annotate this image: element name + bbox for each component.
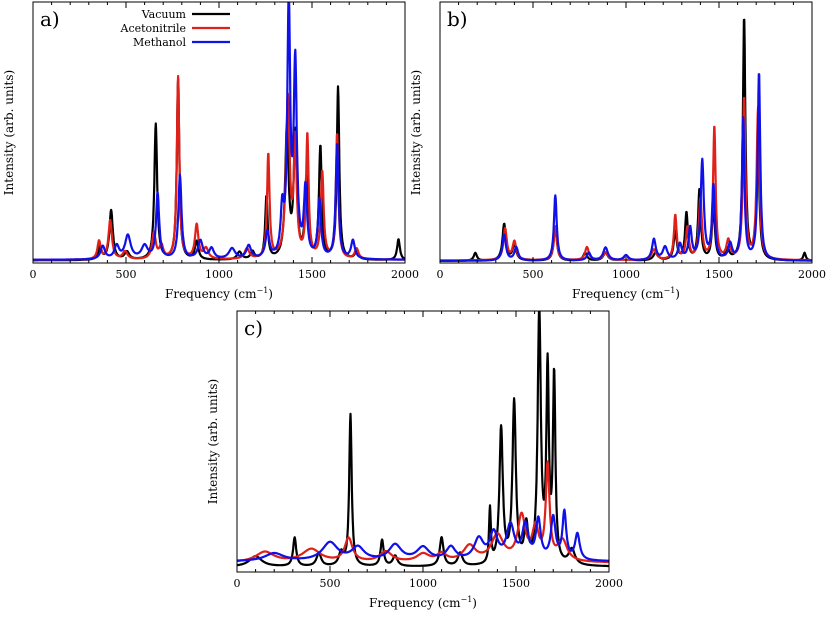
series-line-methanol	[33, 2, 405, 261]
panel-c: 0 500 1000 1500 2000 Frequency (cm−1) Intensit…	[206, 310, 623, 610]
series-line-vacuum	[33, 78, 405, 262]
x-axis-label: Frequency (cm−1)	[369, 595, 477, 610]
legend-label-acetonitrile: Acetonitrile	[120, 22, 186, 35]
series-lines	[237, 311, 609, 568]
x-tick-label: 2000	[798, 268, 826, 281]
panel-label: a)	[40, 7, 60, 31]
y-axis-label: Intensity (arb. units)	[206, 379, 220, 504]
x-tick-label: 0	[30, 268, 37, 281]
x-axis-label: Frequency (cm−1)	[572, 286, 680, 301]
series-line-methanol	[237, 508, 609, 562]
y-axis-label: Intensity (arb. units)	[2, 70, 16, 195]
x-tick-label: 2000	[391, 268, 419, 281]
x-tick-label: 2000	[595, 577, 623, 590]
x-tick-label: 1500	[298, 268, 326, 281]
x-tick-label: 0	[234, 577, 241, 590]
series-lines	[440, 18, 812, 262]
panel-a: 0 500 1000 1500 2000 Frequency (cm−1) Intensit…	[2, 1, 419, 301]
x-tick-label: 1000	[409, 577, 437, 590]
x-tick-label: 1500	[705, 268, 733, 281]
x-axis-label: Frequency (cm−1)	[165, 286, 273, 301]
legend-label-methanol: Methanol	[133, 36, 187, 49]
panel-b: 0 500 1000 1500 2000 Frequency (cm−1) Intensit…	[409, 1, 826, 301]
panel-label: c)	[244, 316, 263, 340]
x-tick-label: 1000	[205, 268, 233, 281]
legend-label-vacuum: Vacuum	[141, 8, 187, 21]
series-line-acetonitrile	[237, 460, 609, 564]
y-axis-label: Intensity (arb. units)	[409, 70, 423, 195]
series-line-methanol	[440, 73, 812, 262]
x-tick-label: 500	[320, 577, 341, 590]
series-line-vacuum	[237, 311, 609, 568]
x-tick-label: 500	[116, 268, 137, 281]
series-line-acetonitrile	[33, 74, 405, 261]
x-tick-label: 1000	[612, 268, 640, 281]
x-tick-label: 500	[523, 268, 544, 281]
series-lines	[33, 2, 405, 262]
x-tick-label: 0	[437, 268, 444, 281]
x-tick-label: 1500	[502, 577, 530, 590]
panel-label: b)	[447, 7, 468, 31]
